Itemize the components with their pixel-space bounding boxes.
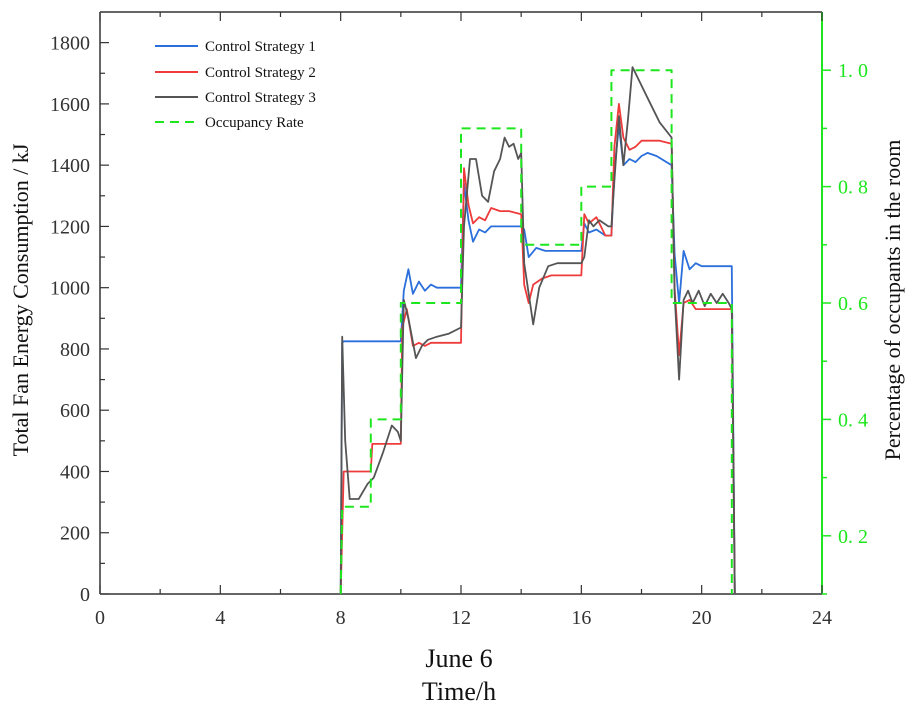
y2-tick-label: 0. 2 (838, 526, 868, 548)
legend-label-strategy3: Control Strategy 3 (205, 90, 316, 106)
y-axis-title: Total Fan Energy Consumption / kJ (8, 143, 33, 456)
series-line-strategy1 (339, 124, 736, 595)
x-axis-title-line1: June 6 (425, 644, 492, 673)
y2-axis-title: Percentage of occupants in the room (880, 140, 905, 461)
legend-label-occupancy: Occupancy Rate (205, 115, 304, 131)
legend-label-strategy1: Control Strategy 1 (205, 39, 316, 55)
x-tick-label: 0 (95, 607, 105, 629)
y-tick-label: 1600 (50, 94, 90, 116)
y2-tick-label: 0. 4 (838, 409, 868, 431)
x-tick-label: 20 (692, 607, 712, 629)
y-tick-label: 1200 (50, 216, 90, 238)
x-tick-label: 8 (336, 607, 346, 629)
x-tick-label: 24 (812, 607, 832, 629)
y-tick-label: 600 (60, 400, 90, 422)
series-line-strategy3 (339, 66, 736, 595)
y-tick-label: 400 (60, 461, 90, 483)
series-line-occupancy (339, 69, 733, 595)
legend: Control Strategy 1 Control Strategy 2 Co… (155, 39, 316, 131)
y2-tick-label: 1. 0 (838, 60, 868, 82)
y-tick-label: 800 (60, 339, 90, 361)
x-tick-label: 12 (451, 607, 471, 629)
y-tick-label: 1800 (50, 33, 90, 55)
tick-labels: 0 4 8 12 16 20 24 0 200 400 600 800 1000 1200 1400 1600… (50, 33, 868, 629)
y-tick-label: 1000 (50, 278, 90, 300)
y-tick-label: 1400 (50, 155, 90, 177)
series-lines (339, 66, 736, 595)
y2-tick-label: 0. 6 (838, 293, 868, 315)
x-axis-title-line2: Time/h (422, 677, 496, 706)
y-tick-label: 0 (80, 584, 90, 606)
y2-tick-label: 0. 8 (838, 177, 868, 199)
x-tick-label: 4 (215, 607, 225, 629)
y-tick-label: 200 (60, 523, 90, 545)
legend-label-strategy2: Control Strategy 2 (205, 65, 316, 81)
x-tick-label: 16 (571, 607, 591, 629)
